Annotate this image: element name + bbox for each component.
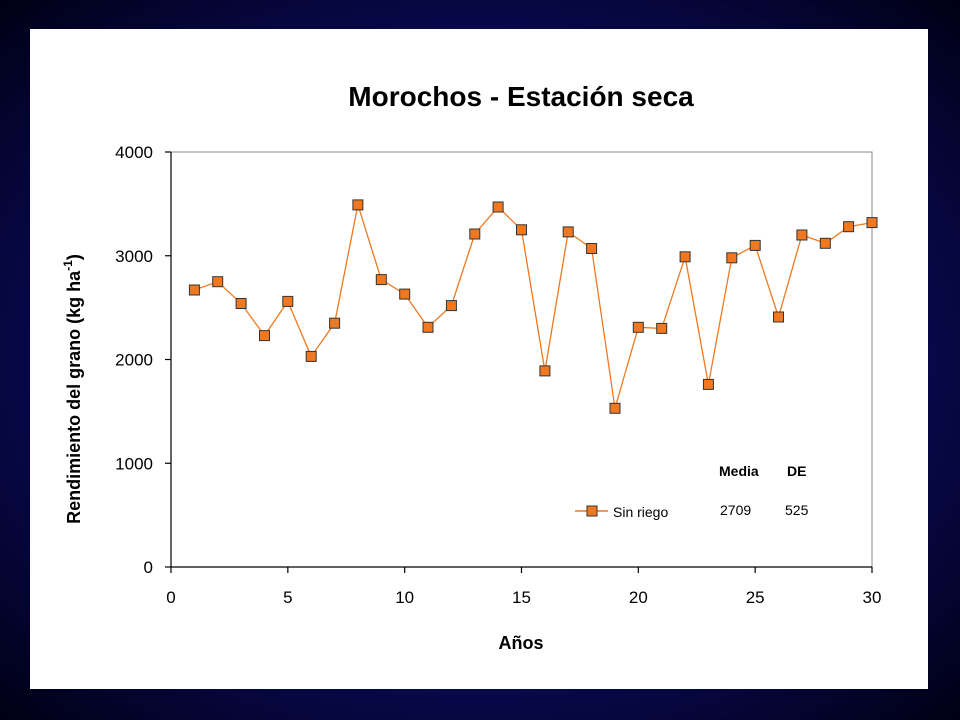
y-axis-label: Rendimiento del grano (kg ha-1) [61, 254, 84, 524]
x-axis-label: Años [499, 633, 544, 653]
yield-chart: Morochos - Estación seca 0 1000 2000 3000 40… [61, 81, 882, 653]
data-point [469, 228, 481, 240]
data-point [445, 300, 457, 312]
data-point [843, 221, 855, 233]
x-tick-label: 30 [863, 588, 882, 607]
y-tick-label: 0 [144, 558, 153, 577]
x-tick-label: 20 [629, 588, 648, 607]
slide-panel: Morochos - Estación seca 0 1000 2000 3000 40… [30, 29, 928, 689]
data-point [516, 224, 527, 236]
data-point [399, 288, 411, 300]
x-tick-label: 5 [283, 588, 292, 607]
data-point [375, 274, 387, 286]
data-point [235, 298, 247, 309]
stats-mean-header: Media [719, 463, 759, 479]
legend: Sin riego [575, 504, 668, 520]
chart-title: Morochos - Estación seca [348, 81, 694, 112]
legend-marker [586, 505, 598, 517]
x-tick-label: 0 [166, 588, 175, 607]
data-point [212, 276, 224, 288]
data-point [773, 311, 784, 323]
data-point [282, 295, 294, 307]
stats-sd-header: DE [787, 463, 806, 479]
data-point [656, 322, 668, 334]
data-point [329, 317, 341, 329]
data-point [305, 350, 317, 362]
data-point [586, 243, 598, 254]
data-point [702, 378, 714, 390]
data-point [796, 229, 808, 241]
series-line-path [194, 204, 873, 409]
x-axis: 0 5 10 15 20 25 30 [166, 566, 882, 607]
data-point [259, 330, 270, 342]
data-point [562, 226, 574, 238]
plot-border [170, 151, 873, 568]
data-point [188, 284, 200, 296]
x-tick-label: 15 [512, 588, 531, 607]
y-tick-label: 3000 [115, 247, 153, 266]
stats-mean-value: 2709 [720, 502, 751, 518]
data-point [749, 239, 761, 251]
stats-sd-value: 525 [785, 502, 809, 518]
y-axis-label-end: ) [64, 254, 84, 260]
plot-area [170, 151, 873, 568]
data-point [609, 402, 621, 414]
y-tick-label: 4000 [115, 143, 153, 162]
legend-label: Sin riego [613, 504, 668, 520]
x-tick-label: 25 [746, 588, 765, 607]
data-point [726, 252, 738, 264]
data-point [422, 321, 434, 333]
data-point [492, 201, 504, 213]
data-point [632, 321, 644, 333]
y-tick-label: 1000 [115, 454, 153, 473]
stats-table: Media DE 2709 525 [719, 463, 809, 518]
x-tick-label: 10 [395, 588, 414, 607]
y-axis-label-main: Rendimiento del grano (kg ha [64, 270, 84, 524]
y-axis-label-sup: -1 [61, 260, 75, 271]
data-point [819, 237, 831, 249]
y-axis: 0 1000 2000 3000 4000 [115, 143, 172, 577]
data-point [679, 251, 691, 263]
data-point [866, 217, 878, 229]
y-tick-label: 2000 [115, 351, 153, 370]
data-point [539, 365, 551, 377]
series-sin-riego [188, 199, 878, 414]
data-point [352, 199, 364, 211]
